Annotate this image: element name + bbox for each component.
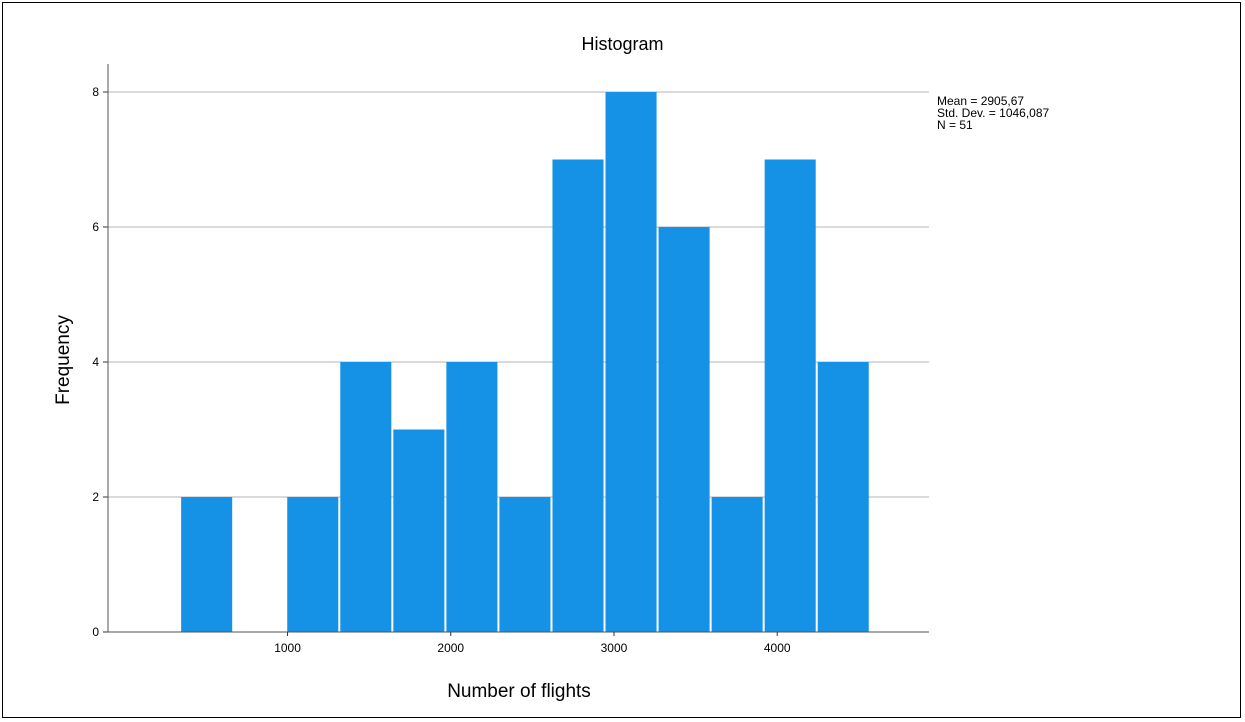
- stat-line-0: Mean = 2905,67: [937, 94, 1024, 108]
- y-tick-label: 8: [92, 85, 99, 99]
- stat-line-2: N = 51: [937, 118, 973, 132]
- bars: [181, 92, 869, 632]
- bar-11: [764, 159, 816, 632]
- chart-title: Histogram: [581, 34, 664, 54]
- y-axis-title: Frequency: [53, 315, 74, 405]
- bar-3: [340, 362, 392, 632]
- x-tick-label: 3000: [601, 641, 628, 655]
- bar-9: [658, 227, 710, 632]
- bar-8: [605, 92, 657, 632]
- bar-4: [393, 429, 445, 632]
- y-tick-label: 2: [92, 490, 99, 504]
- x-axis-title: Number of flights: [447, 681, 591, 702]
- stat-line-1: Std. Dev. = 1046,087: [937, 106, 1050, 120]
- bar-6: [499, 497, 551, 632]
- bar-7: [552, 159, 604, 632]
- bar-0: [181, 497, 233, 632]
- x-tick-label: 1000: [274, 641, 301, 655]
- axes: [103, 64, 929, 636]
- y-tick-label: 0: [92, 625, 99, 639]
- y-tick-label: 4: [92, 355, 99, 369]
- bar-10: [711, 497, 763, 632]
- bar-5: [446, 362, 498, 632]
- x-tick-label: 4000: [764, 641, 791, 655]
- x-tick-label: 2000: [437, 641, 464, 655]
- bar-12: [817, 362, 869, 632]
- bar-2: [287, 497, 339, 632]
- y-tick-label: 6: [92, 220, 99, 234]
- tick-labels: 0 2 4 6 8 1000 2000 3000 4000: [92, 85, 791, 655]
